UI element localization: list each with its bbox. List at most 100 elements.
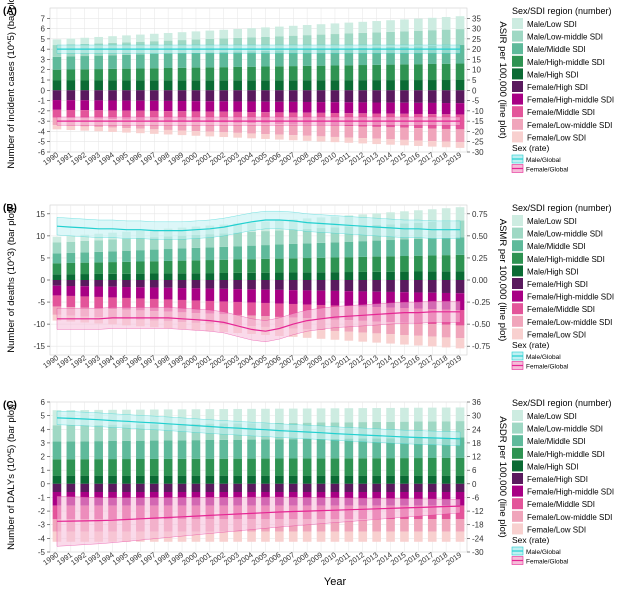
- bar-male-0: [386, 20, 395, 32]
- bar-female-0: [66, 483, 76, 492]
- legend-line-item: Male/Global: [526, 354, 561, 361]
- bar-male-4: [66, 80, 76, 91]
- bar-female-2: [122, 297, 131, 310]
- bar-male-0: [441, 407, 451, 422]
- bar-female-3: [330, 519, 340, 532]
- bar-male-3: [386, 256, 395, 272]
- legend-swatch: [512, 215, 523, 226]
- bar-female-0: [177, 280, 187, 289]
- bar-male-1: [441, 29, 451, 46]
- bar-female-2: [149, 110, 159, 121]
- bar-male-1: [149, 424, 159, 441]
- legend-item: Male/Low SDI: [527, 20, 577, 29]
- bar-male-2: [288, 439, 298, 459]
- bar-female-2: [108, 110, 117, 120]
- bar-male-2: [261, 439, 270, 459]
- y-tick-label: 7: [41, 14, 46, 23]
- bar-female-3: [247, 123, 256, 134]
- legend-swatch: [512, 410, 523, 421]
- bar-male-2: [80, 252, 90, 263]
- legend-rate-title: Sex (rate): [512, 143, 549, 153]
- bar-female-4: [261, 134, 270, 139]
- bar-male-0: [386, 212, 395, 225]
- bar-male-4: [316, 272, 326, 280]
- bar-male-4: [136, 273, 145, 280]
- bar-male-3: [414, 458, 423, 476]
- bar-male-3: [302, 458, 312, 476]
- bar-male-4: [400, 80, 409, 91]
- legend-rate-title: Sex (rate): [512, 535, 549, 545]
- bar-female-0: [400, 483, 409, 492]
- legend-item: Male/Middle SDI: [527, 45, 586, 54]
- bar-male-2: [66, 56, 76, 70]
- legend-item: Female/Middle SDI: [527, 305, 595, 314]
- bar-male-3: [372, 256, 381, 272]
- bar-male-4: [219, 80, 229, 91]
- bar-female-2: [219, 301, 229, 315]
- bar-male-1: [122, 238, 131, 251]
- bar-male-4: [358, 475, 368, 484]
- bar-male-3: [219, 458, 229, 476]
- bar-male-1: [261, 36, 270, 51]
- bar-female-0: [261, 483, 270, 492]
- bar-female-4: [302, 531, 312, 542]
- bar-male-0: [80, 234, 90, 241]
- bar-male-1: [414, 421, 423, 438]
- bar-male-2: [94, 55, 103, 70]
- bar-female-0: [455, 280, 465, 294]
- bar-female-3: [316, 125, 326, 137]
- legend-swatch: [512, 278, 523, 289]
- bar-female-3: [441, 324, 451, 338]
- bar-male-2: [233, 51, 242, 67]
- bar-female-3: [455, 129, 465, 143]
- bar-female-4: [358, 138, 368, 144]
- bar-male-3: [108, 262, 117, 274]
- bar-female-4: [191, 531, 201, 542]
- bar-male-3: [316, 65, 326, 81]
- bar-female-1: [302, 290, 312, 305]
- bar-female-0: [163, 483, 173, 492]
- bar-male-1: [108, 239, 117, 252]
- bar-male-4: [386, 271, 395, 280]
- legend-item: Female/High SDI: [527, 83, 588, 92]
- bar-female-0: [122, 90, 131, 101]
- bar-male-3: [247, 66, 256, 81]
- bar-male-3: [358, 256, 368, 272]
- bar-male-3: [80, 262, 90, 275]
- legend-swatch: [512, 240, 523, 252]
- bar-female-4: [372, 138, 381, 145]
- bar-male-0: [400, 19, 409, 32]
- bar-male-2: [149, 249, 159, 262]
- bar-female-2: [149, 298, 159, 312]
- bar-female-4: [219, 132, 229, 138]
- bar-male-0: [455, 407, 465, 422]
- y-tick-label: 0: [41, 86, 46, 95]
- bar-male-2: [233, 246, 242, 260]
- bar-female-0: [330, 483, 340, 492]
- bar-female-1: [136, 287, 145, 299]
- x-tick-label: 2019: [444, 550, 463, 567]
- bar-female-4: [344, 137, 354, 143]
- bar-male-3: [66, 262, 76, 275]
- bar-female-2: [94, 296, 103, 309]
- y-tick-label: 2: [41, 66, 46, 75]
- bar-male-4: [302, 80, 312, 91]
- legend-item: Male/High-middle SDI: [527, 58, 605, 67]
- bar-male-3: [302, 258, 312, 273]
- bar-male-2: [80, 441, 90, 460]
- y2-tick-label: -10: [472, 107, 484, 116]
- bar-female-3: [400, 127, 409, 140]
- bar-female-0: [219, 280, 229, 289]
- bar-male-1: [136, 237, 145, 251]
- bar-male-2: [386, 240, 395, 257]
- bar-male-4: [191, 273, 201, 280]
- bar-male-2: [275, 439, 284, 459]
- bar-female-2: [191, 300, 201, 314]
- bar-female-4: [247, 133, 256, 139]
- bar-male-2: [108, 251, 117, 263]
- y-tick-label: -10: [33, 320, 45, 329]
- bar-male-1: [80, 424, 90, 442]
- bar-male-0: [219, 29, 229, 39]
- bar-female-3: [358, 320, 368, 333]
- bar-female-3: [427, 324, 437, 337]
